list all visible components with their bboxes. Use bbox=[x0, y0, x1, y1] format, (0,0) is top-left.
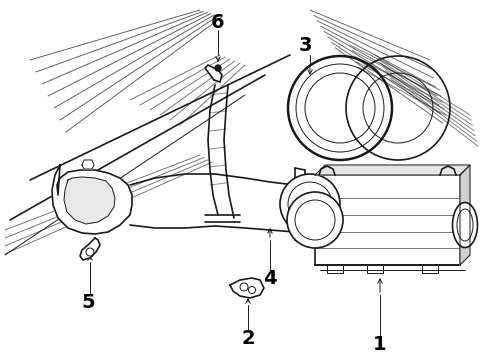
Circle shape bbox=[215, 65, 221, 71]
Polygon shape bbox=[460, 165, 470, 265]
Text: 3: 3 bbox=[298, 36, 312, 54]
Polygon shape bbox=[230, 278, 264, 298]
Circle shape bbox=[305, 73, 375, 143]
Text: 5: 5 bbox=[81, 293, 95, 312]
Polygon shape bbox=[82, 160, 94, 169]
Bar bbox=[315, 175, 460, 265]
Polygon shape bbox=[80, 238, 100, 260]
Text: 4: 4 bbox=[263, 269, 277, 288]
Text: 1: 1 bbox=[373, 336, 387, 355]
Polygon shape bbox=[52, 165, 132, 234]
Circle shape bbox=[280, 174, 340, 234]
Text: 2: 2 bbox=[241, 328, 255, 347]
Polygon shape bbox=[315, 165, 470, 175]
Circle shape bbox=[287, 192, 343, 248]
Ellipse shape bbox=[452, 202, 477, 248]
Polygon shape bbox=[205, 65, 222, 82]
Polygon shape bbox=[64, 177, 115, 224]
Text: 6: 6 bbox=[211, 13, 225, 32]
